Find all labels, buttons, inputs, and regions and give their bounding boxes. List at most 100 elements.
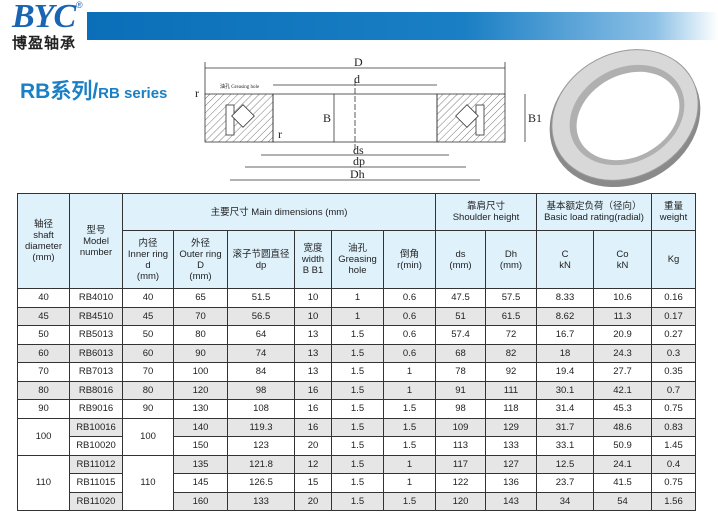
table-cell: 140 bbox=[173, 417, 228, 437]
table-cell: 72 bbox=[485, 325, 537, 345]
header-main-dimensions: 主要尺寸 Main dimensions (mm) bbox=[122, 193, 436, 231]
table-cell: 1 bbox=[383, 362, 436, 382]
table-cell: 24.1 bbox=[593, 454, 652, 474]
table-cell: 84 bbox=[227, 362, 295, 382]
table-cell: 1.5 bbox=[383, 399, 436, 419]
table-cell: 10.6 bbox=[593, 288, 652, 308]
label-B: B bbox=[323, 111, 331, 125]
table-row: 60 RB6013 60 90 74 13 1.5 0.6 68 82 18 24.3 0.3 bbox=[17, 343, 696, 363]
table-row: 45 RB4510 45 70 56.5 10 1 0.6 51 61.5 8.62 11.3 0.17 bbox=[17, 306, 696, 326]
table-cell: 1 bbox=[383, 454, 436, 474]
table-cell: 0.75 bbox=[651, 473, 696, 493]
table-row: 50 RB5013 50 80 64 13 1.5 0.6 57.4 72 16.7 20.9 0.27 bbox=[17, 325, 696, 345]
header-greasing-hole: 油孔 Greasing hole bbox=[331, 230, 384, 289]
table-cell: 31.4 bbox=[536, 399, 594, 419]
table-row: 40 RB4010 40 65 51.5 10 1 0.6 47.5 57.5 8.33 10.6 0.… bbox=[17, 288, 696, 308]
table-cell: RB11012 bbox=[69, 454, 123, 474]
table-cell: 135 bbox=[173, 454, 228, 474]
header-pitch-diameter: 滚子节圆直径 dp bbox=[227, 230, 295, 289]
table-cell: 90 bbox=[173, 343, 228, 363]
table-cell: RB11020 bbox=[69, 491, 123, 511]
table-cell: 56.5 bbox=[227, 306, 295, 326]
table-row: 110 RB11012 110 135 121.8 12 1.5 1 117 127 12.5 24.… bbox=[17, 454, 696, 511]
table-cell: 110 bbox=[17, 454, 70, 511]
table-cell: 1.5 bbox=[331, 362, 384, 382]
specification-table: 轴径 shaft diameter (mm) 型号 Model number 主要尺寸 M… bbox=[17, 193, 696, 511]
table-row: RB11020 160 133 20 1.5 1.5 120 143 34 54 1.56 bbox=[18, 491, 696, 511]
table-cell: 57.5 bbox=[485, 288, 537, 308]
table-cell: 60 bbox=[122, 343, 174, 363]
table-cell: 1.5 bbox=[383, 436, 436, 456]
table-cell: 129 bbox=[485, 417, 537, 437]
label-r-top: r bbox=[195, 86, 199, 100]
table-cell: 1.5 bbox=[331, 491, 384, 511]
table-row: 80 RB8016 80 120 98 16 1.5 1 91 111 30.1 42.1 0.7 bbox=[17, 380, 696, 400]
logo-mark: BYC bbox=[12, 0, 76, 35]
table-cell: 18 bbox=[536, 343, 594, 363]
table-cell: 61.5 bbox=[485, 306, 537, 326]
table-cell: 82 bbox=[485, 343, 537, 363]
table-cell: 0.6 bbox=[383, 306, 436, 326]
table-cell: 10 bbox=[294, 288, 332, 308]
table-cell: 1.5 bbox=[331, 436, 384, 456]
table-cell: 0.35 bbox=[651, 362, 696, 382]
table-cell: 119.3 bbox=[227, 417, 295, 437]
table-cell: 16.7 bbox=[536, 325, 594, 345]
table-cell: 13 bbox=[294, 343, 332, 363]
table-cell: 0.75 bbox=[651, 399, 696, 419]
table-cell: 27.7 bbox=[593, 362, 652, 382]
table-cell: 145 bbox=[173, 473, 228, 493]
table-cell: 98 bbox=[435, 399, 486, 419]
table-cell: 133 bbox=[227, 491, 295, 511]
table-cell: 126.5 bbox=[227, 473, 295, 493]
header-ds: ds (mm) bbox=[435, 230, 486, 289]
table-cell: 11.3 bbox=[593, 306, 652, 326]
table-cell: 0.17 bbox=[651, 306, 696, 326]
table-cell: 120 bbox=[173, 380, 228, 400]
table-cell: 123 bbox=[227, 436, 295, 456]
table-cell: 13 bbox=[294, 325, 332, 345]
table-cell: 1.5 bbox=[383, 491, 436, 511]
table-row: 100 RB10016 100 140 119.3 16 1.5 1.5 109 129 31.7 4… bbox=[17, 417, 696, 456]
table-cell: 100 bbox=[17, 417, 70, 456]
table-cell: 33.1 bbox=[536, 436, 594, 456]
table-row: RB10020 150 123 20 1.5 1.5 113 133 33.1 50.9 1.45 bbox=[18, 436, 696, 456]
table-cell: 0.27 bbox=[651, 325, 696, 345]
table-cell: 30.1 bbox=[536, 380, 594, 400]
table-cell: 70 bbox=[122, 362, 174, 382]
table-cell: 19.4 bbox=[536, 362, 594, 382]
table-cell: 20.9 bbox=[593, 325, 652, 345]
table-cell: 98 bbox=[227, 380, 295, 400]
table-cell: 80 bbox=[17, 380, 70, 400]
bearing-photo bbox=[549, 49, 701, 187]
table-cell: RB4010 bbox=[69, 288, 123, 308]
table-cell: 80 bbox=[122, 380, 174, 400]
table-cell: 90 bbox=[122, 399, 174, 419]
table-cell: 90 bbox=[17, 399, 70, 419]
label-Dh: Dh bbox=[350, 167, 365, 181]
table-cell: 113 bbox=[435, 436, 486, 456]
table-cell: 60 bbox=[17, 343, 70, 363]
label-d: d bbox=[354, 72, 360, 86]
label-r-inner: r bbox=[278, 127, 282, 141]
label-ds: ds bbox=[353, 143, 364, 157]
title-cn: RB系列/ bbox=[20, 80, 99, 103]
header-model-number: 型号 Model number bbox=[69, 193, 123, 289]
table-cell: 160 bbox=[173, 491, 228, 511]
table-cell: 74 bbox=[227, 343, 295, 363]
table-cell: 57.4 bbox=[435, 325, 486, 345]
table-cell: 34 bbox=[536, 491, 594, 511]
table-cell: 133 bbox=[485, 436, 537, 456]
table-cell: 0.3 bbox=[651, 343, 696, 363]
table-cell: 117 bbox=[435, 454, 486, 474]
table-cell: 1 bbox=[331, 306, 384, 326]
table-row: RB11015 145 126.5 15 1.5 1 122 136 23.7 41.5 0.75 bbox=[18, 473, 696, 493]
table-cell: 70 bbox=[17, 362, 70, 382]
header-chamfer: 倒角 r(min) bbox=[383, 230, 436, 289]
table-cell: 1.45 bbox=[651, 436, 696, 456]
table-cell: 1.5 bbox=[331, 473, 384, 493]
header-kg: Kg bbox=[651, 230, 696, 289]
table-cell: 1.5 bbox=[331, 454, 384, 474]
table-cell: 50.9 bbox=[593, 436, 652, 456]
